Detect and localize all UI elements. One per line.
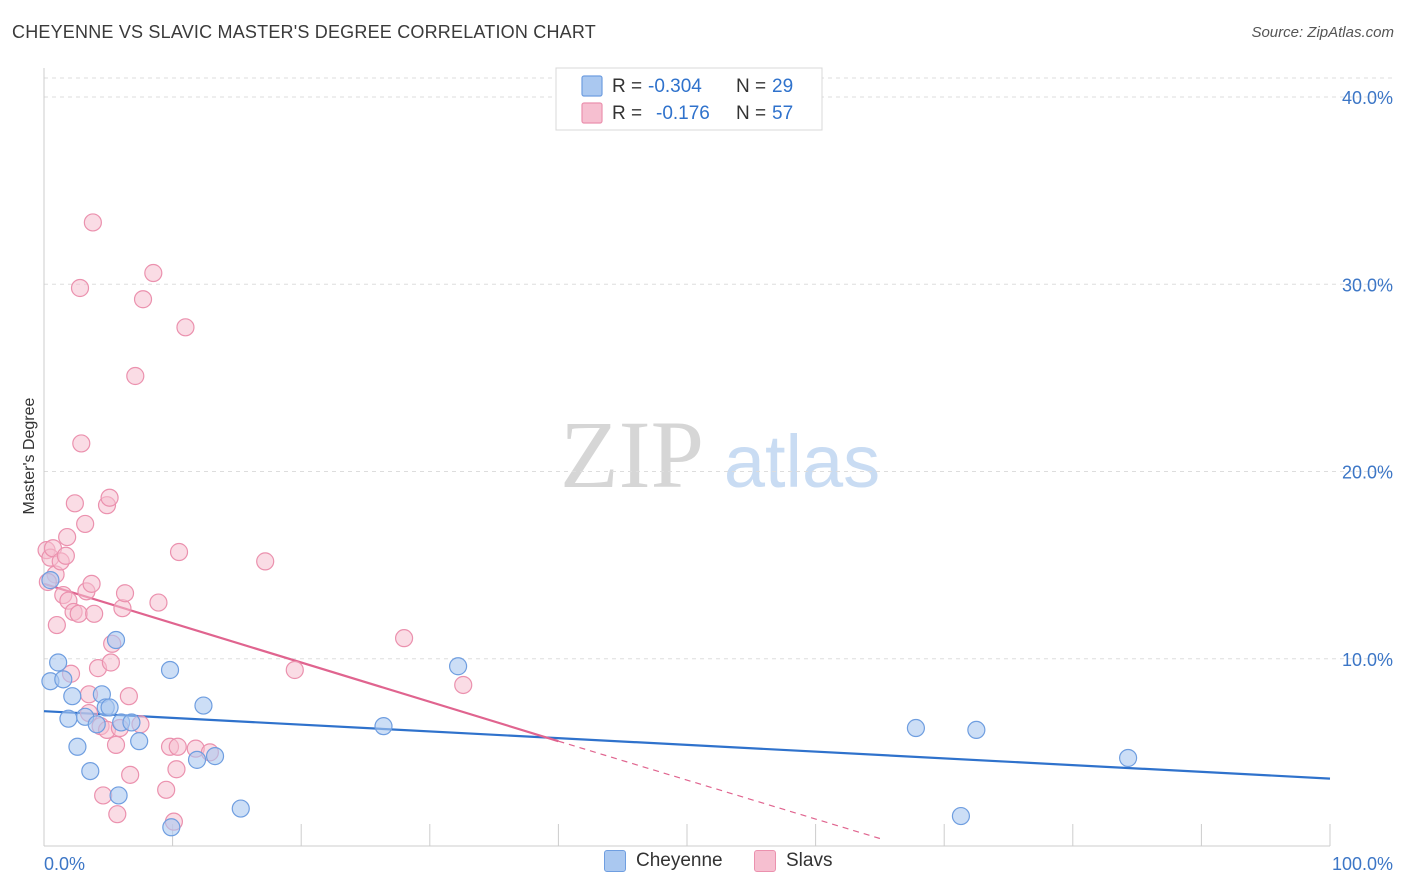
point-slavs-12 <box>65 494 84 513</box>
axes <box>43 68 1331 847</box>
point-slavs-31 <box>106 735 126 754</box>
point-slavs-8 <box>58 527 77 547</box>
point-cheyenne-21 <box>194 696 213 715</box>
point-cheyenne-14 <box>109 786 128 805</box>
point-cheyenne-4 <box>59 709 78 728</box>
legend-n-label-cheyenne: N = <box>736 76 766 97</box>
point-slavs-13 <box>69 604 88 623</box>
point-slavs-28 <box>100 488 119 507</box>
legend-swatch-cheyenne-bottom <box>604 850 626 872</box>
point-cheyenne-8 <box>81 761 100 781</box>
point-slavs-40 <box>133 290 153 309</box>
point-cheyenne-3 <box>54 670 73 689</box>
point-slavs-37 <box>121 765 140 784</box>
point-cheyenne-20 <box>187 750 207 769</box>
point-slavs-4 <box>47 615 66 635</box>
legend-r-label-slavs: R = <box>612 103 642 124</box>
point-slavs-54 <box>394 629 414 648</box>
point-slavs-21 <box>83 213 102 232</box>
point-slavs-55 <box>454 675 473 695</box>
point-cheyenne-24 <box>374 717 393 736</box>
point-cheyenne-18 <box>160 660 180 680</box>
point-slavs-15 <box>72 434 91 453</box>
point-slavs-42 <box>149 593 168 612</box>
point-cheyenne-25 <box>448 657 468 676</box>
legend-label-cheyenne: Cheyenne <box>636 850 723 871</box>
x-tick-label-0: 0.0% <box>44 854 85 874</box>
point-slavs-16 <box>76 514 95 534</box>
legend-n-label-slavs: N = <box>736 103 766 124</box>
legend-top: R = -0.304 N = 29 R = -0.176 N = 57 <box>555 67 823 131</box>
point-slavs-49 <box>176 318 195 337</box>
point-cheyenne-9 <box>87 715 106 734</box>
legend-item-cheyenne: Cheyenne <box>604 850 723 872</box>
point-slavs-20 <box>82 574 101 593</box>
point-slavs-52 <box>256 552 275 571</box>
point-cheyenne-27 <box>967 720 986 740</box>
point-slavs-41 <box>144 263 163 283</box>
point-slavs-53 <box>285 660 304 680</box>
watermark-atlas: atlas <box>724 420 880 503</box>
point-slavs-7 <box>56 546 75 565</box>
y-tick-label-40: 40.0% <box>1342 88 1393 108</box>
point-cheyenne-19 <box>162 818 181 837</box>
point-slavs-35 <box>115 584 135 603</box>
legend-n-value-cheyenne: 29 <box>772 76 793 97</box>
trend-line-cheyenne <box>43 710 1331 780</box>
y-tick-label-10: 10.0% <box>1342 650 1393 670</box>
point-cheyenne-12 <box>100 698 119 717</box>
point-cheyenne-16 <box>122 713 141 732</box>
grid-lines <box>44 77 1392 660</box>
point-cheyenne-6 <box>68 737 87 756</box>
tick-labels: 10.0% 20.0% 30.0% 40.0% 0.0% 100.0% <box>44 88 1393 874</box>
legend-swatch-slavs-bottom <box>754 850 776 872</box>
point-cheyenne-23 <box>231 799 250 818</box>
legend-label-slavs: Slavs <box>786 850 833 871</box>
legend-item-slavs: Slavs <box>754 850 832 872</box>
x-tick-label-100: 100.0% <box>1332 854 1393 874</box>
legend-r-label-cheyenne: R = <box>612 76 642 97</box>
point-slavs-29 <box>101 653 120 672</box>
point-cheyenne-17 <box>130 732 149 751</box>
legend-r-value-cheyenne: -0.304 <box>648 76 702 97</box>
chart-title: CHEYENNE VS SLAVIC MASTER'S DEGREE CORRE… <box>12 22 596 42</box>
point-slavs-34 <box>113 599 132 618</box>
point-slavs-25 <box>94 786 113 805</box>
point-cheyenne-28 <box>951 806 971 826</box>
y-tick-label-20: 20.0% <box>1342 463 1393 483</box>
y-axis-label: Master's Degree <box>21 397 38 514</box>
point-slavs-14 <box>70 278 90 298</box>
point-slavs-43 <box>157 780 176 799</box>
point-cheyenne-29 <box>1118 748 1138 768</box>
point-slavs-22 <box>85 604 104 623</box>
point-cheyenne-5 <box>63 687 82 706</box>
legend-n-value-slavs: 57 <box>772 103 793 124</box>
point-slavs-36 <box>119 687 138 706</box>
chart-source: Source: ZipAtlas.com <box>1251 24 1394 41</box>
point-cheyenne-0 <box>41 571 60 590</box>
point-slavs-32 <box>108 805 127 824</box>
point-slavs-38 <box>126 366 145 386</box>
y-tick-label-30: 30.0% <box>1342 275 1393 295</box>
data-points <box>37 213 1138 837</box>
legend-bottom: Cheyenne Slavs <box>0 850 1406 880</box>
point-cheyenne-22 <box>205 747 225 766</box>
point-slavs-48 <box>168 737 187 756</box>
trend-line-slavs-extension <box>558 740 881 840</box>
point-slavs-46 <box>167 760 186 779</box>
point-cheyenne-13 <box>106 630 126 650</box>
point-slavs-47 <box>169 542 189 562</box>
legend-swatch-cheyenne <box>581 75 603 97</box>
legend-swatch-slavs <box>581 102 603 124</box>
point-cheyenne-26 <box>906 718 926 738</box>
point-cheyenne-2 <box>49 653 68 672</box>
watermark-zip: ZIP <box>560 401 704 508</box>
legend-r-value-slavs: -0.176 <box>656 103 710 124</box>
